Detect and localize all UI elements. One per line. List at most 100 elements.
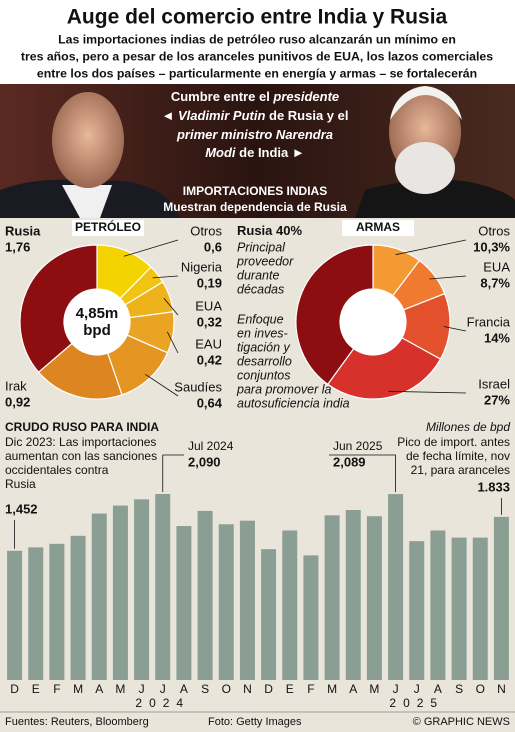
section-subtitle: Muestran dependencia de Rusia <box>163 200 347 214</box>
bar <box>70 535 86 680</box>
value-label: 1,452 <box>5 501 38 516</box>
bar <box>28 547 44 680</box>
annotation: Jul 2024 <box>188 439 234 453</box>
bar <box>451 537 467 680</box>
value-label: 0,64 <box>197 395 223 410</box>
caption-part: presidente <box>272 89 339 104</box>
annotation: décadas <box>237 282 284 296</box>
bar <box>345 510 361 680</box>
bar <box>303 555 319 680</box>
pie-hole <box>64 289 130 355</box>
caption-part: ◄ <box>162 108 178 123</box>
photo-credit: Foto: Getty Images <box>208 716 302 728</box>
annotation: para promover la <box>236 382 332 396</box>
category-label: Otros <box>478 223 510 238</box>
caption-part: de India ► <box>236 145 305 160</box>
year-label: 2025 <box>389 696 444 710</box>
slice-label: Rusia 40% <box>237 223 302 238</box>
header-bg <box>0 0 515 84</box>
bar <box>261 549 277 680</box>
x-tick-label: S <box>455 682 463 696</box>
annotation: occidentales contra <box>5 463 109 477</box>
x-tick-label: J <box>414 682 420 696</box>
annotation: Jun 2025 <box>333 439 383 453</box>
leader-line <box>429 275 467 280</box>
bar <box>91 513 107 680</box>
value-label: 27% <box>484 392 510 407</box>
value-label: 1,76 <box>5 239 30 254</box>
annotation: conjuntos <box>237 368 291 382</box>
leader-line <box>166 331 179 354</box>
x-tick-label: A <box>434 682 442 696</box>
bar <box>155 494 171 680</box>
pie-title: PETRÓLEO <box>75 219 141 234</box>
x-tick-label: O <box>222 682 231 696</box>
pie-slice <box>326 337 442 400</box>
subtitle: tres años, pero a pesar de los aranceles… <box>21 49 493 63</box>
x-tick-label: D <box>264 682 273 696</box>
bar <box>324 515 340 680</box>
x-tick-label: M <box>73 682 83 696</box>
value-label: 0,19 <box>197 275 222 290</box>
bar <box>366 516 382 680</box>
x-tick-label: M <box>327 682 337 696</box>
x-tick-label: F <box>53 682 60 696</box>
annotation: Pico de import. antes <box>397 435 510 449</box>
category-label: EUA <box>195 298 222 313</box>
category-label: EAU <box>195 336 222 351</box>
annotation: Rusia <box>5 477 36 491</box>
annotation: 21, para aranceles <box>411 463 510 477</box>
x-tick-label: J <box>139 682 145 696</box>
subtitle: entre los dos países – particularmente e… <box>37 66 477 80</box>
caption-part: primer ministro Narendra <box>176 127 333 142</box>
leader-line <box>123 239 179 257</box>
pie-title: ARMAS <box>356 220 400 234</box>
caption-part: de Rusia y el <box>265 108 348 123</box>
center-label: 4,85m <box>76 305 119 322</box>
leader-line <box>388 390 467 394</box>
pie-title-bg <box>72 220 144 236</box>
annotation: Enfoque <box>237 312 284 326</box>
x-tick-label: M <box>369 682 379 696</box>
leader-line <box>163 298 179 316</box>
pie-title-bg <box>342 220 414 236</box>
leader-line <box>395 239 467 256</box>
bar <box>282 530 298 680</box>
sources: Fuentes: Reuters, Bloomberg <box>5 716 149 728</box>
photo <box>0 84 515 218</box>
category-label: Otros <box>190 223 222 238</box>
connector <box>162 454 184 492</box>
category-label: Rusia <box>5 223 41 238</box>
section-title: IMPORTACIONES INDIAS <box>183 184 327 198</box>
caption-part: Cumbre entre el <box>171 89 274 104</box>
annotation: desarrollo <box>237 354 292 368</box>
bar <box>409 541 425 680</box>
x-tick-label: S <box>201 682 209 696</box>
value-label: 14% <box>484 330 510 345</box>
photo-caption: ◄ Vladimir Putin de Rusia y el <box>162 108 349 123</box>
bar <box>176 526 192 680</box>
category-label: EUA <box>483 259 510 274</box>
caption-part: Vladimir Putin <box>178 108 265 123</box>
category-label: Rusia <box>237 223 273 238</box>
bar <box>430 530 446 680</box>
annotation: aumentan con las sanciones <box>5 449 157 463</box>
annotation: de fecha límite, nov <box>406 449 510 463</box>
annotation: autosuficiencia india <box>237 396 350 410</box>
value-label: 10,3% <box>473 239 510 254</box>
bar <box>112 505 128 680</box>
leader-line <box>443 326 467 332</box>
category-label: Saudíes <box>174 379 222 394</box>
leader-line <box>152 275 179 279</box>
x-tick-label: N <box>497 682 506 696</box>
value-label: 0,6 <box>204 239 222 254</box>
bar-title: CRUDO RUSO PARA INDIA <box>5 420 159 434</box>
value-label: 40% <box>276 223 302 238</box>
x-tick-label: N <box>243 682 252 696</box>
bar <box>134 499 150 680</box>
bar <box>49 543 65 680</box>
pie-hole <box>340 289 406 355</box>
photo-caption: Cumbre entre el presidente <box>171 89 339 104</box>
year-label: 2024 <box>135 696 190 710</box>
x-tick-label: A <box>95 682 103 696</box>
